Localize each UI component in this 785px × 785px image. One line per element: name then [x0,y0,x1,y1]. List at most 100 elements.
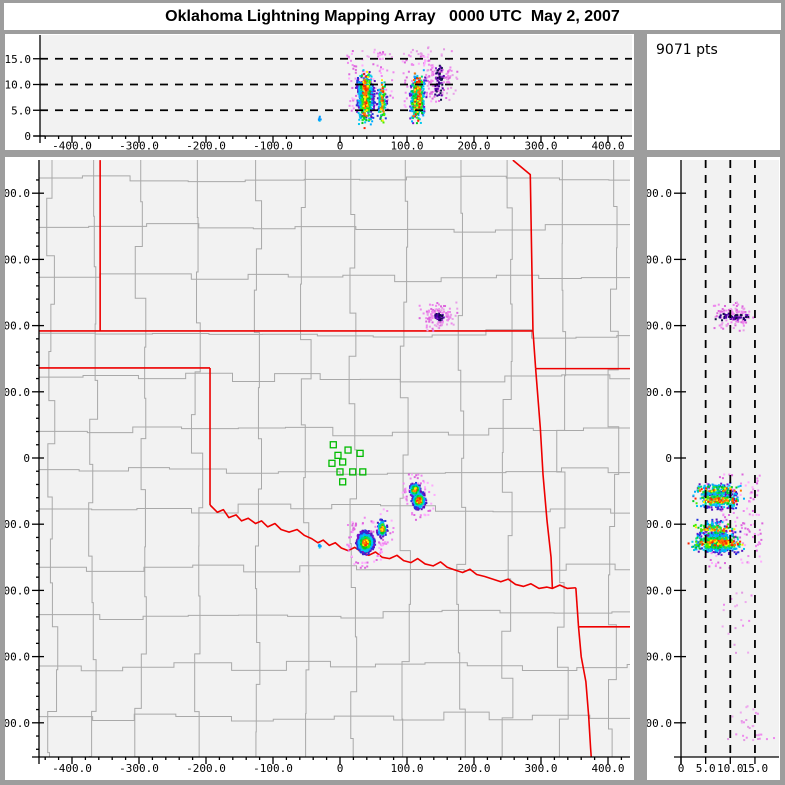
lightning-point [437,89,440,92]
lightning-point [366,87,369,90]
lightning-point [419,514,422,517]
lightning-point [720,491,723,494]
lightning-point [431,97,434,100]
lightning-point [447,70,450,73]
station-marker [344,446,352,454]
lightning-point [427,63,430,66]
plot-content [40,46,632,130]
lightning-point [720,534,723,537]
lightning-point [726,536,729,539]
lightning-point [744,601,747,604]
plot-area[interactable] [681,160,779,757]
lightning-point [412,117,415,120]
lightning-point [411,110,414,113]
lightning-point [373,538,376,541]
lightning-point [694,497,697,500]
lightning-point [734,322,737,325]
lightning-point [380,81,383,84]
lightning-point [418,500,421,503]
lightning-point [401,60,404,63]
lightning-point [423,64,426,67]
lightning-point [745,706,748,709]
altitude-vs-east-panel: 15.0 10.0 5.0 0 -400.0 -300.0 -200.0 -100.0 0 100… [5,34,634,150]
lightning-point [379,116,382,119]
lightning-point [715,530,718,533]
lightning-point [724,516,727,519]
lightning-point [736,499,739,502]
county-line [190,160,204,757]
lightning-point [362,109,365,112]
lightning-point [707,485,710,488]
lightning-point [357,91,360,94]
lightning-point [353,528,356,531]
lightning-point [717,524,720,527]
lightning-point [361,537,364,540]
lightning-point [733,317,736,320]
lightning-point [421,86,424,89]
lightning-point [714,489,717,492]
lightning-point [719,539,722,542]
lightning-point [448,307,451,310]
lightning-point [366,85,369,88]
lightning-point [710,534,713,537]
lightning-point [446,312,449,315]
lightning-point [367,101,370,104]
lightning-point [433,69,436,72]
lightning-point [417,80,420,83]
lightning-point [373,48,376,51]
lightning-point [721,521,724,524]
lightning-point [725,542,728,545]
lightning-point [363,540,366,543]
lightning-point [742,497,745,500]
lightning-point [360,76,363,79]
lightning-point [373,560,376,563]
lightning-point [371,113,374,116]
lightning-point [719,551,722,554]
lightning-point [421,84,424,87]
lightning-point [723,562,726,565]
lightning-point [380,79,383,82]
lightning-point [415,493,418,496]
y-tick-label: 0 [665,452,672,465]
lightning-point [416,98,419,101]
county-line [39,273,630,283]
lightning-point [358,546,361,549]
lightning-point [703,485,706,488]
lightning-point [709,489,712,492]
lightning-point [713,327,716,330]
lightning-point [711,539,714,542]
lightning-point [435,304,438,307]
lightning-point [434,87,437,90]
lightning-point [359,533,362,536]
lightning-point [382,527,385,530]
lightning-point [722,500,725,503]
lightning-point [722,514,725,517]
lightning-point [376,103,379,106]
lightning-point [425,73,428,76]
lightning-point [700,488,703,491]
lightning-point [748,727,751,730]
lightning-point [348,77,351,80]
lightning-point [434,308,437,311]
lightning-point [443,89,446,92]
lightning-point [419,101,422,104]
lightning-point [363,111,366,114]
lightning-point [731,527,734,530]
lightning-point [422,89,425,92]
lightning-point [700,547,703,550]
lightning-point [735,486,738,489]
lightning-point [449,75,452,78]
lightning-point [362,93,365,96]
lightning-point [402,52,405,55]
lightning-point [733,545,736,548]
lightning-point [742,734,745,737]
altitude-vs-east-plot: 15.010.05.00-400.0 -300.0 -200.0 -100.0 0 100… [5,35,632,150]
lightning-point [416,106,419,109]
lightning-point [717,507,720,510]
plot-area[interactable] [40,35,632,136]
lightning-point [736,541,739,544]
lightning-point [430,307,433,310]
state-border-ks_mo [512,160,537,369]
lightning-point [364,529,367,532]
lightning-point [731,535,734,538]
